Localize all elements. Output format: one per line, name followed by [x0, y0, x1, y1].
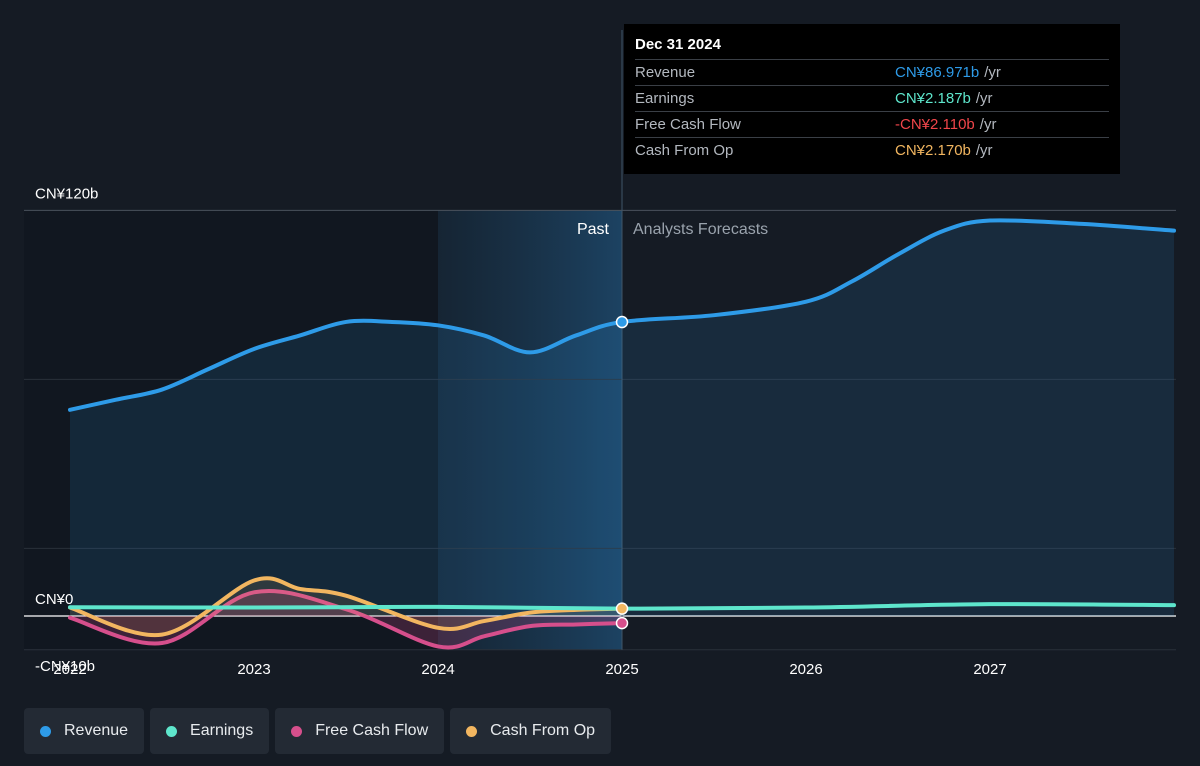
- legend-dot-icon: [291, 725, 303, 737]
- x-axis-label: 2022: [53, 661, 86, 678]
- y-axis-label: -CN¥10b: [35, 658, 95, 675]
- data-point-marker: [615, 315, 629, 329]
- tooltip-row-revenue: Revenue CN¥86.971b /yr: [635, 59, 1109, 85]
- legend-label: Revenue: [64, 722, 129, 739]
- tooltip-unit: /yr: [984, 64, 1001, 81]
- legend-item-earnings[interactable]: Earnings: [150, 708, 270, 754]
- legend-dot-icon: [40, 725, 51, 737]
- free-cash-flow-line: [68, 589, 624, 650]
- tooltip-value: CN¥2.187b: [895, 90, 971, 107]
- x-axis-label: 2026: [789, 661, 822, 678]
- legend-item-revenue[interactable]: Revenue: [24, 708, 145, 754]
- legend: Revenue Earnings Free Cash Flow Cash Fro…: [24, 708, 612, 754]
- legend-item-free-cash-flow[interactable]: Free Cash Flow: [275, 708, 445, 754]
- free-cash-flow-area: [70, 591, 622, 648]
- tooltip-row-earnings: Earnings CN¥2.187b /yr: [635, 85, 1109, 111]
- tooltip-value: -CN¥2.110b: [895, 116, 975, 133]
- y-axis-label: CN¥120b: [35, 185, 98, 202]
- past-label: Past: [577, 221, 610, 238]
- tooltip-value: CN¥2.170b: [895, 142, 971, 159]
- tooltip: Dec 31 2024 Revenue CN¥86.971b /yr Earni…: [624, 24, 1120, 174]
- tooltip-label: Revenue: [635, 64, 696, 81]
- legend-dot-icon: [466, 725, 478, 737]
- cash-from-op-line: [68, 576, 624, 638]
- data-point-marker: [615, 602, 629, 615]
- x-axis-label: 2025: [605, 661, 638, 678]
- tooltip-date: Dec 31 2024: [635, 36, 721, 53]
- tooltip-unit: /yr: [979, 116, 997, 133]
- data-point-marker: [615, 616, 629, 630]
- tooltip-row-cash-from-op: Cash From Op CN¥2.170b /yr: [635, 137, 1109, 163]
- tooltip-label: Free Cash Flow: [635, 116, 741, 133]
- legend-item-cash-from-op[interactable]: Cash From Op: [450, 708, 612, 754]
- y-axis-label: CN¥0: [35, 591, 73, 608]
- legend-label: Earnings: [190, 722, 254, 739]
- x-axis-label: 2024: [421, 661, 454, 678]
- tooltip-label: Cash From Op: [635, 142, 734, 159]
- legend-dot-icon: [166, 725, 178, 737]
- legend-label: Free Cash Flow: [315, 722, 429, 739]
- tooltip-row-free-cash-flow: Free Cash Flow -CN¥2.110b /yr: [635, 111, 1109, 137]
- x-axis-label: 2023: [237, 661, 270, 678]
- forecast-label: Analysts Forecasts: [633, 221, 768, 238]
- tooltip-unit: /yr: [975, 142, 993, 159]
- tooltip-unit: /yr: [975, 90, 993, 107]
- revenue-area: [70, 220, 1174, 617]
- tooltip-value: CN¥86.971b: [895, 64, 980, 81]
- revenue-line: [68, 218, 1176, 412]
- highlight-region: [438, 210, 622, 650]
- tooltip-label: Earnings: [635, 90, 695, 107]
- legend-label: Cash From Op: [490, 722, 596, 739]
- x-axis-label: 2027: [973, 661, 1006, 678]
